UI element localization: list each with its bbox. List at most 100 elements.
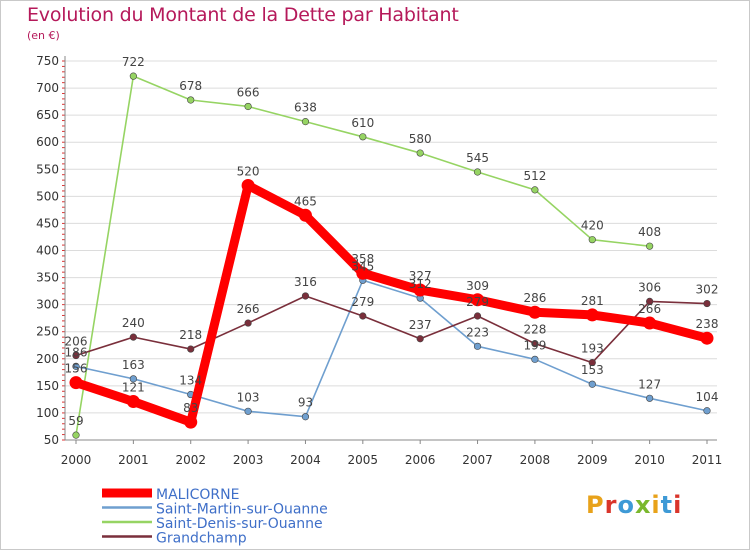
y-tick-label: 50 [44,433,59,447]
data-point [531,355,539,363]
data-label: 580 [409,132,432,146]
data-point [356,266,370,280]
data-label: 316 [294,275,317,289]
data-label: 153 [581,363,604,377]
data-point [187,345,195,353]
data-point [646,297,654,305]
y-tick-label: 450 [36,216,59,230]
x-tick-label: 2008 [520,453,551,467]
x-tick-label: 2000 [61,453,92,467]
data-point [585,308,599,322]
data-point [301,118,310,126]
data-point [72,431,80,439]
data-point [531,340,539,348]
data-point [646,394,654,402]
data-point [703,407,711,415]
data-label: 638 [294,101,317,115]
data-label: 420 [581,219,604,233]
data-label: 218 [179,328,202,342]
data-point [187,96,195,104]
y-tick-label: 150 [36,379,59,393]
data-label: 238 [696,317,719,331]
data-label: 345 [351,259,374,273]
data-label: 127 [638,377,661,391]
data-label: 279 [351,295,374,309]
data-label: 163 [122,358,145,372]
data-label: 103 [237,390,260,404]
data-label: 306 [638,280,661,294]
series-saint-denis-sur-ouanne [72,72,654,439]
data-point [129,72,137,80]
data-point [244,319,252,327]
data-label: 312 [409,277,432,291]
legend-label: Saint-Martin-sur-Ouanne [156,502,328,518]
data-point [473,312,482,320]
data-label: 279 [466,295,489,309]
data-point [184,415,198,429]
data-point [703,299,711,308]
data-point [129,333,137,341]
data-point [473,168,482,176]
x-tick-label: 2006 [405,453,436,467]
data-point [700,331,714,345]
x-tick-label: 2002 [175,453,206,467]
series-line [75,295,708,364]
data-point [298,208,312,222]
data-label: 610 [351,116,374,130]
data-label: 134 [179,374,202,388]
data-label: 666 [237,85,260,99]
series-line [71,181,712,427]
data-label: 266 [237,302,260,316]
y-tick-label: 100 [36,406,59,420]
legend-label: Saint-Denis-sur-Ouanne [156,516,323,532]
y-tick-label: 700 [36,81,59,95]
x-tick-label: 2010 [634,453,665,467]
data-label: 223 [466,325,489,339]
y-tick-label: 750 [36,54,59,68]
chart-title: Evolution du Montant de la Dette par Hab… [27,4,459,26]
legend-label: Grandchamp [156,531,247,547]
data-point [359,312,367,320]
series-line [75,279,708,418]
data-label: 186 [65,345,88,359]
x-tick-label: 2009 [577,453,608,467]
data-label: 93 [298,396,313,410]
data-point [588,380,596,388]
proxiti-logo: Proxiti [586,491,683,519]
x-tick-label: 2003 [233,453,264,467]
data-point [72,362,80,370]
data-point [416,335,424,343]
data-point [129,375,137,383]
data-label: 281 [581,294,604,308]
data-point [241,179,255,193]
y-tick-label: 300 [36,298,59,312]
data-label: 104 [696,390,719,404]
data-point [126,395,140,409]
data-point [244,407,252,415]
data-label: 286 [523,291,546,305]
chart-unit: (en €) [27,29,60,42]
y-tick-label: 350 [36,271,59,285]
data-point [646,242,654,250]
data-point [301,292,310,300]
data-point [359,133,367,141]
data-label: 722 [122,55,145,69]
data-label: 237 [409,318,432,332]
data-label: 358 [351,252,374,266]
series-saint-martin-sur-ouanne [72,276,711,421]
x-tick-label: 2007 [462,453,493,467]
data-point [69,376,83,390]
data-label: 327 [409,269,432,283]
data-point [588,358,596,367]
data-label: 83 [183,401,198,415]
data-label: 193 [581,342,604,356]
x-tick-label: 2004 [290,453,321,467]
data-point [531,186,539,194]
x-tick-label: 2011 [692,453,723,467]
data-label: 121 [122,381,145,395]
data-label: 228 [523,323,546,337]
data-point [413,283,427,297]
data-point [528,305,542,319]
